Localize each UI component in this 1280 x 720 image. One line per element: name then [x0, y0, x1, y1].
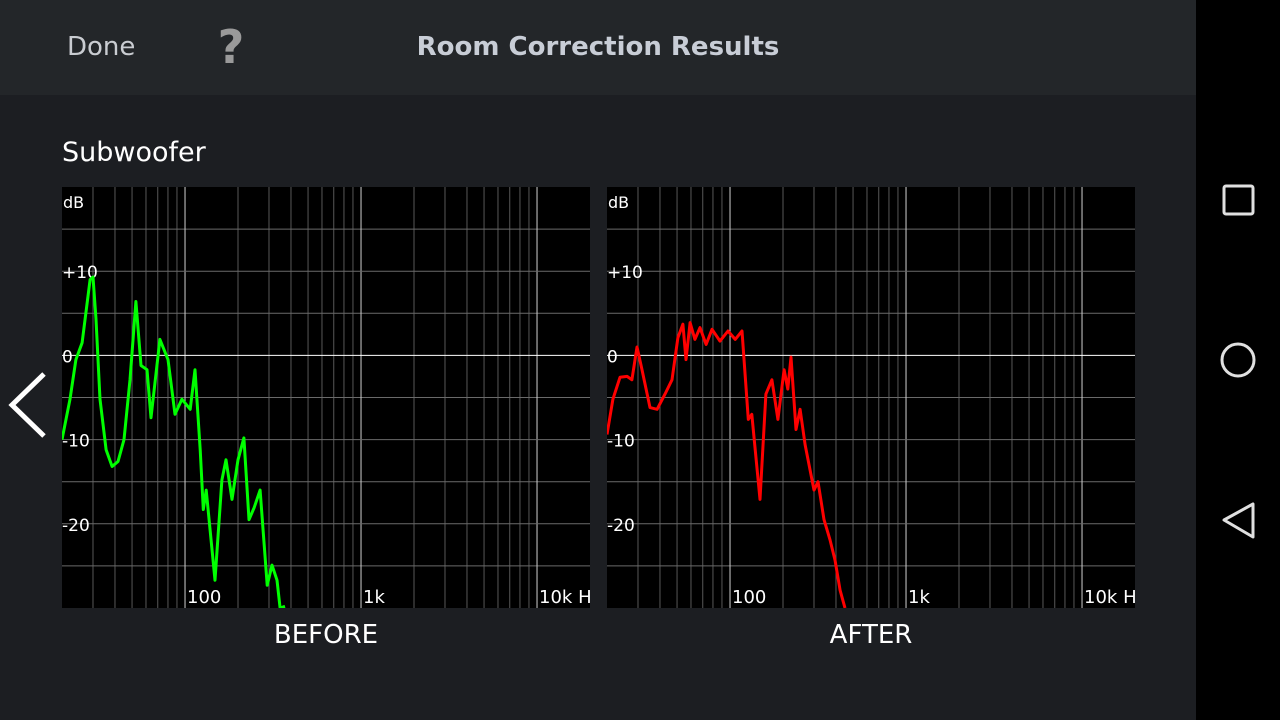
y-tick-label: -20 [607, 516, 635, 536]
back-arrow[interactable] [8, 372, 46, 438]
y-axis-label: dB [608, 193, 629, 212]
y-tick-label: -10 [607, 432, 635, 452]
header-bar [0, 0, 1196, 95]
x-tick-label: 1k [908, 587, 930, 608]
chart-caption: BEFORE [274, 620, 378, 650]
x-tick-label: 100 [187, 587, 221, 608]
data-line [607, 321, 847, 608]
done-button[interactable]: Done [67, 32, 135, 62]
header-title: Room Correction Results [417, 32, 780, 62]
data-line [62, 275, 286, 608]
x-tick-label: 10k Hz [1084, 587, 1146, 608]
y-tick-label: 0 [62, 347, 73, 367]
plot: 100 1k 10k Hz +10 0 -10 -20 dB [607, 187, 1146, 608]
y-tick-label: -20 [62, 516, 90, 536]
y-tick-label: +10 [607, 263, 643, 283]
home-button[interactable] [1220, 342, 1256, 378]
plot: 100 1k 10k Hz +10 0 -10 -20 dB [62, 187, 601, 608]
x-tick-label: 100 [732, 587, 766, 608]
chart-caption: AFTER [830, 620, 913, 650]
y-axis-label: dB [63, 193, 84, 212]
x-tick-label: 10k Hz [539, 587, 601, 608]
help-button[interactable]: ? [218, 20, 245, 74]
y-tick-label: 0 [607, 347, 618, 367]
x-tick-label: 1k [363, 587, 385, 608]
y-tick-label: +10 [62, 263, 98, 283]
recents-button[interactable] [1222, 184, 1255, 216]
y-tick-label: -10 [62, 432, 90, 452]
back-button[interactable] [1222, 502, 1255, 539]
section-title: Subwoofer [62, 137, 207, 168]
nav-bar [1196, 0, 1280, 720]
